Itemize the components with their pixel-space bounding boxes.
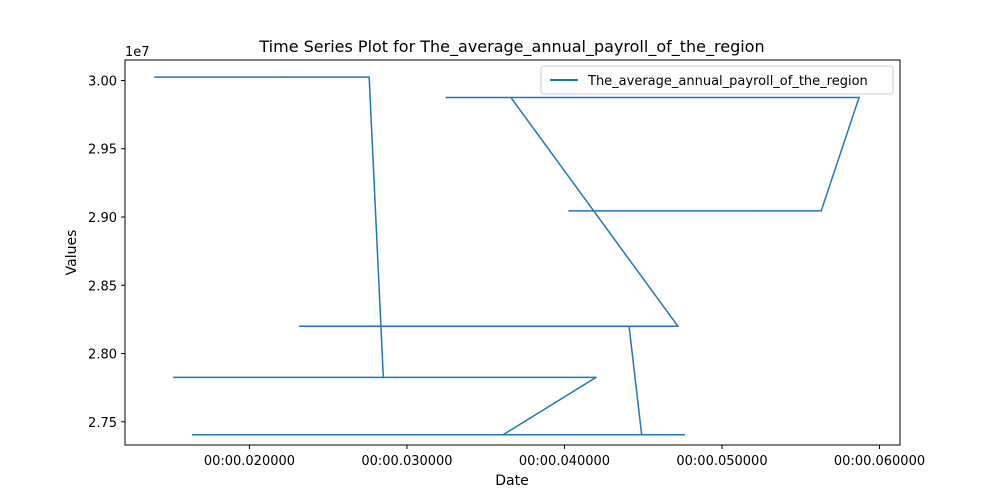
- x-axis-ticks: 00:00.020000 00:00.030000 00:00.040000 00:0…: [204, 445, 925, 469]
- data-point: [757, 210, 760, 212]
- x-tick-label: 00:00.060000: [834, 454, 925, 469]
- data-point: [445, 96, 448, 99]
- y-offset-label: 1e7: [125, 45, 150, 60]
- x-tick-label: 00:00.030000: [361, 454, 452, 469]
- data-point: [173, 376, 175, 379]
- legend-label: The_average_annual_payroll_of_the_region: [587, 74, 868, 89]
- y-tick-label: 2.80: [88, 348, 117, 363]
- x-tick-label: 00:00.040000: [519, 454, 610, 469]
- y-tick-label: 2.90: [88, 211, 117, 226]
- data-point: [628, 325, 630, 328]
- y-axis-label: Values: [64, 230, 80, 276]
- y-tick-label: 2.95: [88, 143, 117, 158]
- data-point: [683, 433, 685, 436]
- data-point: [502, 433, 504, 436]
- series-line-0: [154, 76, 860, 436]
- plot-area: [154, 76, 860, 436]
- y-tick-label: 2.75: [88, 416, 117, 431]
- legend: The_average_annual_payroll_of_the_region: [540, 65, 894, 95]
- x-tick-label: 00:00.020000: [204, 454, 295, 469]
- data-point: [568, 210, 571, 212]
- y-axis-ticks: 2.75 2.80 2.85 2.90 2.95 3.00: [88, 74, 125, 431]
- data-point: [510, 96, 512, 99]
- x-tick-label: 00:00.050000: [676, 454, 767, 469]
- axes-frame: [124, 59, 901, 446]
- data-point: [395, 376, 397, 379]
- data-point: [191, 433, 194, 436]
- data-point: [280, 76, 282, 78]
- data-point: [368, 76, 370, 78]
- legend-box: [540, 65, 894, 95]
- data-point: [299, 325, 301, 328]
- data-point: [858, 96, 860, 99]
- y-tick-label: 3.00: [88, 74, 117, 89]
- data-point: [382, 376, 385, 379]
- x-axis-label: Date: [495, 473, 528, 489]
- y-tick-label: 2.85: [88, 279, 117, 294]
- chart-title: Time Series Plot for The_average_annual_…: [258, 37, 764, 57]
- data-point: [640, 433, 643, 436]
- data-point: [595, 376, 597, 379]
- data-point: [820, 210, 823, 212]
- data-point: [154, 76, 156, 78]
- data-point: [677, 325, 679, 328]
